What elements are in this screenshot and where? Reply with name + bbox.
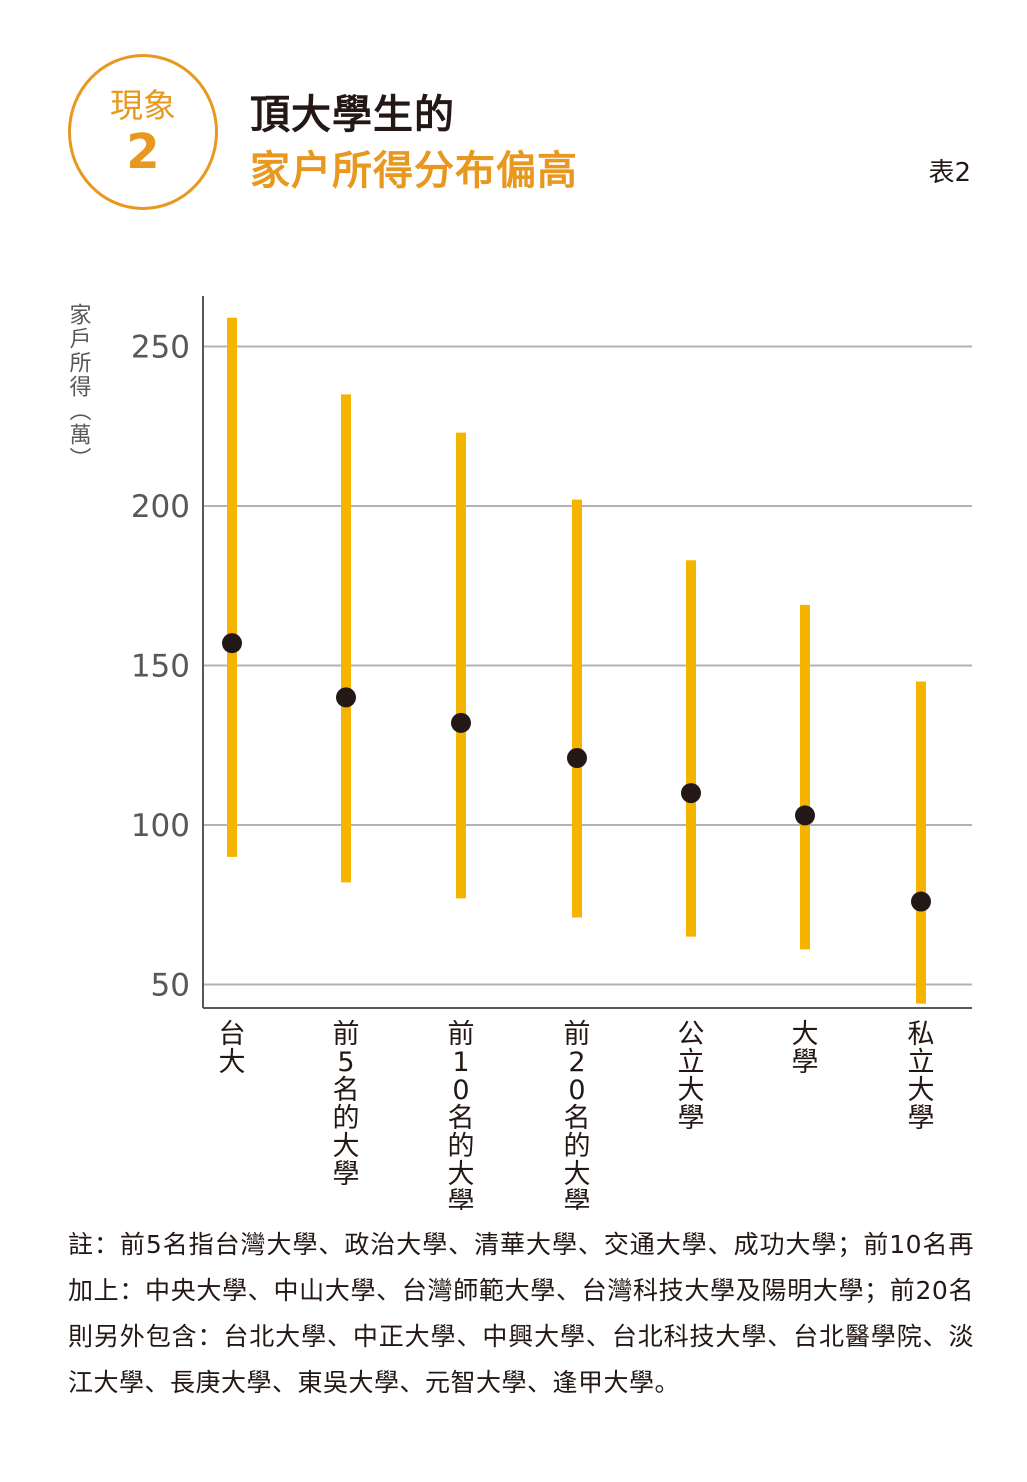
footnote: 註：前5名指台灣大學、政治大學、清華大學、交通大學、成功大學；前10名再加上：中… xyxy=(68,1230,974,1397)
title-line-2: 家户所得分布偏高 xyxy=(250,148,578,194)
x-category-label: 前 1 0 名的大學 xyxy=(448,1019,475,1210)
mean-point xyxy=(336,687,356,708)
mean-point xyxy=(222,633,242,654)
table-label: 表2 xyxy=(928,158,971,188)
badge-number: 2 xyxy=(126,124,160,180)
mean-point xyxy=(681,783,701,804)
y-axis-label: 家戶所得（萬） xyxy=(66,303,92,471)
income-range-chart: 50 100 150 200 250 家戶所得（萬） 台大 前 5 名的大學 前 1 0 名的大學 前 2 0 名… xyxy=(66,296,972,1210)
y-tick-label: 150 xyxy=(131,649,190,685)
x-category-label: 私立大學 xyxy=(908,1019,935,1134)
mean-point xyxy=(795,805,815,826)
y-tick-label: 50 xyxy=(151,968,190,1004)
mean-point xyxy=(451,712,471,733)
y-tick-label: 250 xyxy=(131,330,190,366)
x-category-label: 台大 xyxy=(219,1019,246,1078)
title-line-1: 頂大學生的 xyxy=(250,92,455,138)
x-category-label: 前 5 名的大學 xyxy=(333,1019,360,1190)
mean-point xyxy=(911,891,931,912)
y-tick-label: 200 xyxy=(131,489,190,525)
phenomenon-badge: 現象 2 xyxy=(68,54,218,210)
x-category-label: 大學 xyxy=(792,1019,819,1078)
y-tick-label: 100 xyxy=(131,808,190,844)
badge-label: 現象 xyxy=(110,86,176,125)
mean-point xyxy=(567,748,587,769)
x-category-label: 公立大學 xyxy=(678,1019,705,1134)
x-category-label: 前 2 0 名的大學 xyxy=(564,1019,591,1210)
